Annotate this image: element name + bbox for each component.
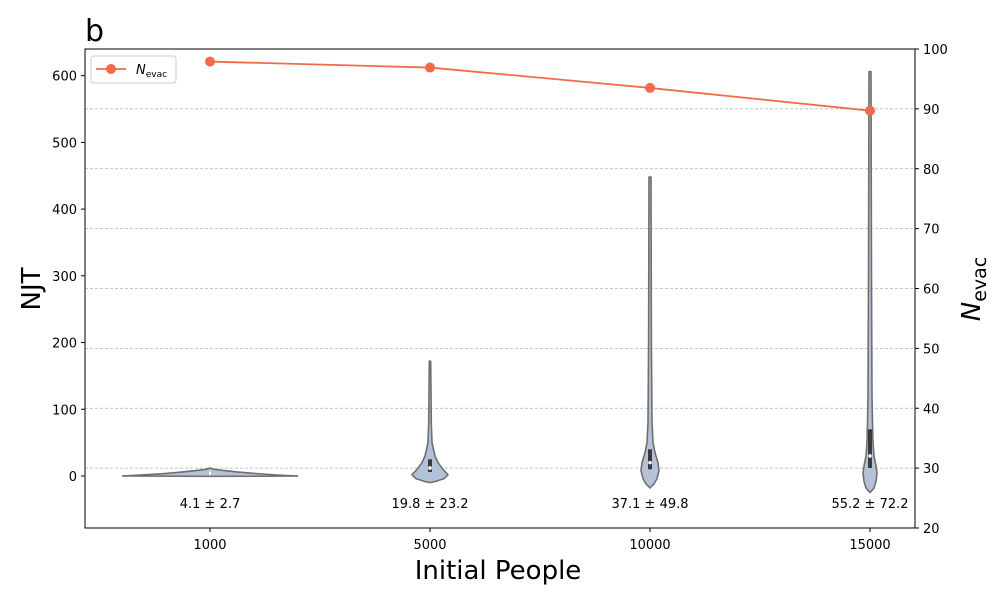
right-tick-label-8: 100 bbox=[923, 43, 948, 58]
x-tick-label-0: 1000 bbox=[193, 538, 226, 553]
x-axis-title: Initial People bbox=[415, 556, 582, 586]
violin-box-5000 bbox=[428, 459, 432, 472]
violin-box-10000 bbox=[648, 449, 652, 470]
left-tick-label-5: 500 bbox=[52, 136, 77, 151]
right-axis-title: Nevac bbox=[957, 257, 991, 321]
legend-label: Nevac bbox=[136, 63, 167, 80]
grid-lines bbox=[85, 108, 915, 469]
left-axis-ticks: 0 100 200 300 400 500 600 bbox=[52, 70, 85, 485]
right-tick-label-2: 40 bbox=[923, 402, 940, 417]
evac-point-10000 bbox=[645, 82, 655, 93]
violin-10000 bbox=[640, 176, 660, 489]
evac-line bbox=[209, 60, 871, 112]
left-tick-label-4: 400 bbox=[52, 203, 77, 218]
stat-annotation-10000: 37.1 ± 49.8 bbox=[611, 497, 688, 512]
left-tick-label-0: 0 bbox=[69, 470, 77, 485]
violin-median-1000 bbox=[208, 471, 212, 476]
legend-label-sub: evac bbox=[146, 70, 167, 80]
legend-marker bbox=[106, 64, 116, 74]
right-axis-title-base: N bbox=[957, 302, 987, 321]
left-tick-label-1: 100 bbox=[52, 403, 77, 418]
evac-point-1000 bbox=[205, 56, 215, 67]
right-tick-label-6: 80 bbox=[923, 163, 940, 178]
left-axis-title: NJT bbox=[17, 267, 47, 310]
stat-annotation-5000: 19.8 ± 23.2 bbox=[391, 497, 468, 512]
left-tick-label-3: 300 bbox=[52, 270, 77, 285]
evac-point-5000 bbox=[425, 62, 435, 73]
legend: Nevac bbox=[90, 55, 177, 84]
legend-label-base: N bbox=[136, 63, 146, 78]
evac-series bbox=[205, 56, 875, 116]
right-axis-ticks: 20 30 40 50 60 70 80 90 100 bbox=[915, 43, 948, 537]
x-tick-label-2: 10000 bbox=[629, 538, 670, 553]
violin-median-5000 bbox=[428, 466, 432, 470]
right-tick-label-4: 60 bbox=[923, 283, 940, 298]
x-tick-label-1: 5000 bbox=[413, 538, 446, 553]
violin-15000 bbox=[862, 70, 878, 494]
right-tick-label-7: 90 bbox=[923, 103, 940, 118]
legend-box bbox=[90, 55, 177, 84]
stat-annotation-15000: 55.2 ± 72.2 bbox=[831, 497, 908, 512]
stat-annotations: 4.1 ± 2.7 19.8 ± 23.2 37.1 ± 49.8 55.2 ± 72… bbox=[180, 497, 909, 512]
right-tick-label-5: 70 bbox=[923, 223, 940, 238]
right-tick-label-3: 50 bbox=[923, 342, 940, 357]
evac-point-15000 bbox=[865, 105, 875, 116]
x-axis-ticks: 1000 5000 10000 15000 bbox=[193, 528, 891, 553]
stat-annotation-1000: 4.1 ± 2.7 bbox=[180, 497, 241, 512]
right-tick-label-0: 20 bbox=[923, 522, 940, 537]
right-tick-label-1: 30 bbox=[923, 462, 940, 477]
left-tick-label-2: 200 bbox=[52, 337, 77, 352]
left-tick-label-6: 600 bbox=[52, 70, 77, 85]
violin-box-15000 bbox=[868, 429, 872, 468]
right-axis-title-sub: evac bbox=[969, 257, 991, 302]
x-tick-label-3: 15000 bbox=[849, 538, 890, 553]
violins bbox=[121, 70, 878, 494]
violin-median-15000 bbox=[868, 454, 872, 458]
violin-5000 bbox=[411, 360, 449, 484]
violin-median-10000 bbox=[648, 460, 652, 465]
panel-label: b bbox=[85, 14, 104, 49]
